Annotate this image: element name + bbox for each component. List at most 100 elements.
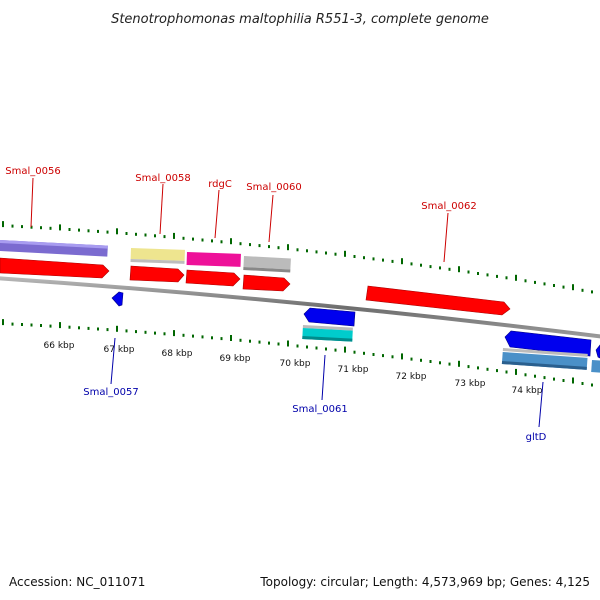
cds-arrow-smal-0058[interactable] bbox=[129, 265, 185, 283]
gc-mark bbox=[391, 259, 394, 263]
forward-cds-track bbox=[0, 257, 511, 316]
gene-label-rdgc[interactable]: rdgC bbox=[208, 179, 232, 190]
feature-bar-smal-0060[interactable] bbox=[243, 255, 291, 270]
gc-mark bbox=[11, 322, 14, 326]
gc-mark bbox=[391, 355, 394, 359]
gc-mark bbox=[40, 226, 42, 230]
gc-mark bbox=[49, 226, 52, 230]
gc-mark bbox=[154, 234, 156, 238]
gc-mark bbox=[277, 342, 280, 346]
gc-mark bbox=[325, 347, 327, 351]
gc-mark bbox=[306, 345, 308, 349]
gc-mark bbox=[543, 282, 546, 286]
gene-label-smal-0061[interactable]: Smal_0061 bbox=[292, 404, 347, 415]
gc-mark bbox=[2, 221, 4, 228]
tick-label: 66 kbp bbox=[44, 341, 75, 351]
gc-mark bbox=[59, 224, 61, 231]
cds-arrow-smal-0062[interactable] bbox=[365, 285, 511, 316]
gc-mark bbox=[201, 335, 204, 339]
gc-mark bbox=[448, 362, 451, 366]
gc-mark bbox=[97, 229, 99, 233]
gc-mark bbox=[249, 243, 251, 247]
gc-mark bbox=[372, 353, 375, 356]
gene-label-gltd[interactable]: gltD bbox=[526, 432, 547, 443]
cds-arrow-smal-0061[interactable] bbox=[303, 307, 356, 327]
gc-mark bbox=[429, 265, 432, 269]
gc-mark bbox=[543, 376, 546, 380]
gc-mark bbox=[572, 377, 574, 384]
gc-mark bbox=[154, 331, 156, 335]
gc-mark bbox=[410, 357, 413, 361]
gc-mark bbox=[106, 328, 109, 332]
tick-label: 67 kbp bbox=[104, 345, 135, 355]
forward-gene-labels: Smal_0056 Smal_0058 rdgC Smal_0060 Smal_… bbox=[5, 166, 477, 263]
gc-mark bbox=[211, 239, 213, 243]
gc-mark bbox=[239, 242, 242, 246]
gc-mark bbox=[296, 344, 299, 348]
cds-arrow-gltd[interactable] bbox=[504, 330, 592, 357]
gc-mark bbox=[173, 330, 175, 337]
cds-arrow-rdgc[interactable] bbox=[185, 269, 241, 287]
feature-track-upper bbox=[0, 240, 291, 273]
gc-mark bbox=[192, 237, 194, 241]
cds-arrow-smal-0057[interactable] bbox=[111, 291, 124, 307]
gc-mark bbox=[458, 360, 460, 367]
gc-mark bbox=[496, 369, 498, 373]
gc-mark bbox=[30, 225, 33, 229]
gc-mark bbox=[230, 335, 232, 341]
gene-label-smal-0060[interactable]: Smal_0060 bbox=[246, 182, 301, 193]
gene-label-smal-0058[interactable]: Smal_0058 bbox=[135, 173, 190, 184]
gc-mark bbox=[486, 367, 489, 371]
gc-mark bbox=[49, 324, 52, 328]
gc-mark bbox=[11, 224, 14, 228]
gc-mark bbox=[448, 267, 451, 271]
feature-bar-rdgc[interactable] bbox=[186, 251, 241, 267]
gc-mark bbox=[467, 270, 470, 274]
gc-mark bbox=[258, 244, 261, 248]
cds-arrow-smal-0056[interactable] bbox=[0, 257, 110, 279]
gc-mark bbox=[135, 330, 137, 334]
gc-mark bbox=[382, 258, 384, 262]
gc-mark bbox=[429, 360, 432, 363]
feature-track-lower bbox=[302, 325, 600, 373]
tick-label: 72 kbp bbox=[396, 372, 427, 382]
gene-label-smal-0062[interactable]: Smal_0062 bbox=[421, 201, 476, 212]
gc-mark bbox=[467, 365, 470, 369]
gc-mark bbox=[87, 326, 90, 330]
gc-mark bbox=[315, 346, 318, 350]
gc-mark bbox=[458, 266, 460, 273]
gc-mark bbox=[182, 236, 185, 240]
tick-label: 74 kbp bbox=[512, 386, 543, 396]
gc-mark bbox=[249, 339, 251, 343]
cds-arrow-partial[interactable] bbox=[595, 344, 600, 359]
gc-mark bbox=[182, 333, 185, 337]
cds-arrow-smal-0060[interactable] bbox=[242, 274, 291, 292]
gc-mark bbox=[220, 240, 223, 244]
gc-mark bbox=[21, 323, 23, 326]
gc-mark bbox=[116, 325, 118, 332]
gc-mark bbox=[344, 250, 346, 257]
accession-label: Accession: NC_011071 bbox=[9, 575, 145, 589]
gc-mark bbox=[534, 280, 536, 284]
gene-label-smal-0057[interactable]: Smal_0057 bbox=[83, 387, 138, 398]
feature-bar-smal-0058[interactable] bbox=[130, 248, 185, 261]
gc-mark bbox=[410, 262, 413, 266]
gc-mark bbox=[477, 366, 479, 370]
gc-marks-upper bbox=[2, 221, 593, 294]
gc-mark bbox=[239, 338, 242, 342]
gc-mark bbox=[363, 351, 365, 355]
gc-mark bbox=[334, 252, 337, 256]
gene-label-smal-0056[interactable]: Smal_0056 bbox=[5, 166, 60, 177]
gc-mark bbox=[163, 235, 166, 239]
gc-mark bbox=[420, 263, 422, 267]
tick-label: 71 kbp bbox=[338, 365, 369, 375]
gc-mark bbox=[277, 246, 280, 250]
genome-summary: Topology: circular; Length: 4,573,969 bp… bbox=[259, 575, 590, 589]
gc-mark bbox=[2, 319, 4, 326]
gc-mark bbox=[30, 323, 33, 327]
label-leader-line bbox=[159, 183, 164, 235]
label-leader-line bbox=[538, 381, 544, 428]
gc-mark bbox=[211, 336, 213, 340]
gc-mark bbox=[144, 330, 147, 334]
